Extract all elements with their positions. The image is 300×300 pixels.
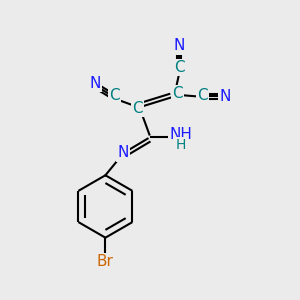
Text: H: H: [176, 138, 186, 152]
Text: C: C: [132, 101, 143, 116]
Text: N: N: [173, 38, 185, 53]
Text: Br: Br: [97, 254, 114, 269]
Text: C: C: [109, 88, 120, 103]
Text: C: C: [174, 60, 184, 75]
Text: C: C: [172, 86, 183, 101]
Text: N: N: [219, 89, 231, 104]
Text: NH: NH: [169, 127, 192, 142]
Text: N: N: [89, 76, 101, 91]
Text: N: N: [118, 146, 129, 160]
Text: C: C: [197, 88, 208, 103]
